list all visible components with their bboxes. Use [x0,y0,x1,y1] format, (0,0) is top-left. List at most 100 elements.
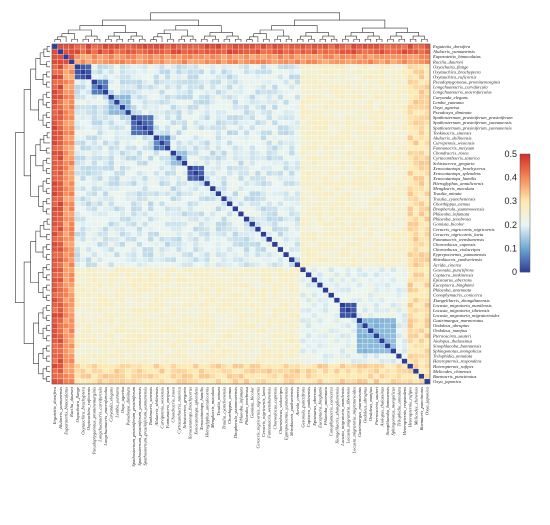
heatmap-cell [51,358,58,364]
heatmap-cell [80,302,86,309]
heatmap-cell [142,348,149,354]
dendrogram-branch [42,368,47,380]
heatmap-cell [136,94,143,100]
heatmap-cell [51,333,58,339]
heatmap-cell [300,145,307,151]
heatmap-cell [91,257,98,263]
heatmap-cell [356,109,363,116]
heatmap-cell [266,257,273,263]
heatmap-cell [175,79,182,85]
heatmap-cell [80,216,86,222]
heatmap-cell [125,358,132,364]
heatmap-cell [271,150,278,156]
heatmap-cell [339,343,346,349]
heatmap-cell [74,155,81,161]
heatmap-cell [277,251,284,258]
heatmap-cell [85,226,92,232]
heatmap-cell [204,99,211,106]
heatmap-cell [317,43,323,50]
heatmap-cell [181,246,188,253]
heatmap-cell [362,307,369,314]
heatmap-cell [384,201,391,207]
heatmap-cell [232,196,239,202]
heatmap-cell [153,140,160,146]
column-label: Chorthippus_nemus [227,387,232,424]
heatmap-cell [294,297,301,303]
heatmap-cell [277,211,284,217]
heatmap-cell [356,302,363,309]
heatmap-cell [198,282,205,288]
heatmap-cell [254,353,261,359]
heatmap-cell [198,246,205,253]
heatmap-cell [260,287,267,293]
heatmap-cell [187,257,194,263]
heatmap-cell [209,119,216,126]
heatmap-cell [396,236,402,243]
heatmap-cell [97,267,103,273]
heatmap-cell [350,48,357,55]
heatmap-cell [401,185,408,192]
heatmap-cell [300,206,307,212]
row-label: Locusta_migratoria_migratorioides [432,313,500,318]
heatmap-cell [424,353,431,359]
heatmap-cell [412,363,419,369]
heatmap-cell [142,221,149,227]
heatmap-cell [238,348,244,354]
heatmap-cell [63,211,70,217]
heatmap-cell [68,114,75,121]
heatmap-cell [350,282,357,288]
heatmap-cell [164,216,171,222]
heatmap-cell [311,114,318,121]
heatmap-cell [396,241,402,248]
heatmap-cell [119,211,126,217]
heatmap-cell [215,180,222,187]
heatmap-cell [418,130,425,136]
heatmap-cell [418,236,425,243]
heatmap-cell [412,312,419,319]
heatmap-cell [130,297,137,303]
row-label: Gesonula_punctifrons [433,267,474,272]
column-label: Rucilia_dauroni [69,386,74,418]
heatmap-cell [153,262,160,268]
heatmap-cell [300,226,307,232]
heatmap-cell [57,267,64,273]
heatmap-cell [181,74,188,80]
heatmap-cell [85,277,92,283]
heatmap-cell [288,282,295,288]
heatmap-cell [113,94,120,100]
heatmap-cell [119,246,126,253]
heatmap-cell [125,109,132,116]
heatmap-cell [288,130,295,136]
heatmap-cell [317,257,323,263]
heatmap-cell [187,368,194,374]
heatmap-cell [187,94,194,100]
heatmap-cell [260,140,267,146]
heatmap-cell [192,165,199,171]
colorbar-segment [520,167,530,171]
heatmap-cell [317,292,323,298]
heatmap-cell [407,338,414,344]
heatmap-cell [142,333,149,339]
heatmap-cell [238,211,244,217]
heatmap-cell [260,160,267,166]
heatmap-cell [68,104,75,111]
heatmap-cell [401,272,408,278]
heatmap-cell [209,358,216,364]
heatmap-cell [418,104,425,111]
heatmap-cell [362,282,369,288]
heatmap-cell [125,130,132,136]
heatmap-cell [175,175,182,182]
heatmap-cell [108,251,115,258]
heatmap-cell [108,353,115,359]
heatmap-cell [300,130,307,136]
heatmap-cell [322,74,329,80]
heatmap-cell [412,236,419,243]
heatmap-cell [198,262,205,268]
heatmap-cell [97,150,103,156]
heatmap-cell [232,348,239,354]
heatmap-cell [288,257,295,263]
column-label: Choroedocus_capensis [272,387,277,430]
heatmap-cell [226,343,233,349]
heatmap-cell [74,302,81,309]
heatmap-cell [305,236,312,243]
